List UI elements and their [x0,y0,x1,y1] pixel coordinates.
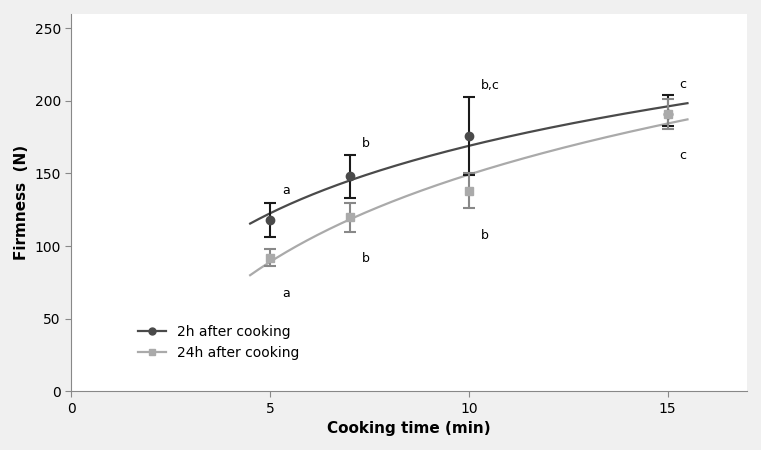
Legend: 2h after cooking, 24h after cooking: 2h after cooking, 24h after cooking [132,320,304,365]
Text: b,c: b,c [481,79,500,92]
X-axis label: Cooking time (min): Cooking time (min) [327,421,491,436]
Text: c: c [680,78,686,91]
Text: b: b [361,252,369,265]
Text: c: c [680,149,686,162]
Text: a: a [282,184,290,197]
Y-axis label: Firmness  (N): Firmness (N) [14,145,29,260]
Text: b: b [481,229,489,242]
Text: a: a [282,287,290,300]
Text: b: b [361,137,369,150]
